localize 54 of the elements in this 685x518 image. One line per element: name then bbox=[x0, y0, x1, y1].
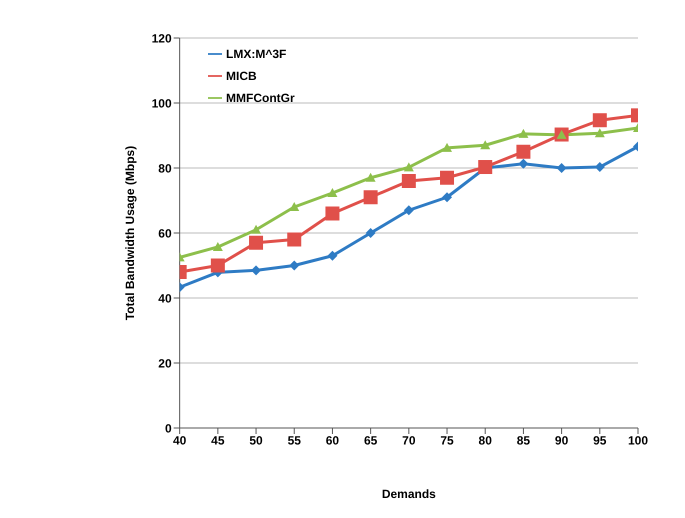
point bbox=[366, 228, 376, 238]
point bbox=[289, 202, 300, 211]
x-tick-label: 70 bbox=[402, 434, 416, 448]
point bbox=[404, 162, 414, 172]
point bbox=[402, 174, 416, 188]
point bbox=[404, 205, 414, 216]
x-tick-label: 65 bbox=[364, 434, 378, 448]
y-tick-label: 40 bbox=[158, 291, 172, 306]
point bbox=[480, 140, 490, 150]
y-tick-label: 80 bbox=[158, 161, 172, 176]
point bbox=[518, 128, 528, 138]
point bbox=[364, 190, 378, 204]
x-tick-label: 75 bbox=[440, 434, 454, 448]
legend-label: MMFContGr bbox=[226, 91, 295, 105]
point bbox=[212, 242, 223, 251]
x-axis-title: Demands bbox=[382, 487, 436, 501]
point bbox=[287, 232, 302, 246]
legend-label: LMX:M^3F bbox=[226, 47, 286, 61]
x-tick-label: 100 bbox=[628, 434, 648, 448]
y-tick-label: 60 bbox=[158, 226, 172, 240]
point bbox=[251, 265, 262, 276]
x-tick-label: 80 bbox=[478, 434, 492, 448]
point bbox=[325, 206, 340, 220]
x-tick-label: 45 bbox=[211, 434, 225, 448]
x-tick-label: 85 bbox=[516, 434, 530, 448]
point bbox=[594, 128, 605, 138]
point bbox=[594, 162, 605, 172]
x-tick-label: 90 bbox=[554, 434, 569, 448]
point bbox=[556, 163, 567, 173]
point bbox=[518, 158, 528, 169]
x-tick-label: 55 bbox=[288, 434, 302, 448]
point bbox=[442, 192, 452, 202]
point bbox=[592, 113, 607, 128]
point bbox=[327, 250, 338, 261]
x-tick-label: 50 bbox=[249, 434, 264, 448]
point bbox=[249, 236, 264, 250]
point bbox=[478, 160, 492, 174]
y-tick-label: 20 bbox=[158, 356, 172, 370]
point bbox=[440, 170, 454, 185]
point bbox=[251, 224, 262, 234]
point bbox=[516, 144, 530, 159]
y-axis-title: Total Bandwidth Usage (Mbps) bbox=[122, 146, 137, 320]
x-tick-label: 95 bbox=[593, 434, 607, 448]
point bbox=[442, 142, 452, 152]
y-tick-label: 120 bbox=[152, 31, 172, 46]
point bbox=[210, 258, 225, 272]
point bbox=[327, 188, 338, 198]
y-tick-label: 0 bbox=[164, 421, 172, 436]
y-tick-label: 100 bbox=[152, 96, 172, 110]
point bbox=[366, 172, 376, 182]
x-tick-label: 60 bbox=[326, 434, 340, 448]
point bbox=[289, 260, 300, 270]
x-tick-label: 40 bbox=[172, 434, 187, 448]
legend-label: MICB bbox=[226, 69, 257, 83]
